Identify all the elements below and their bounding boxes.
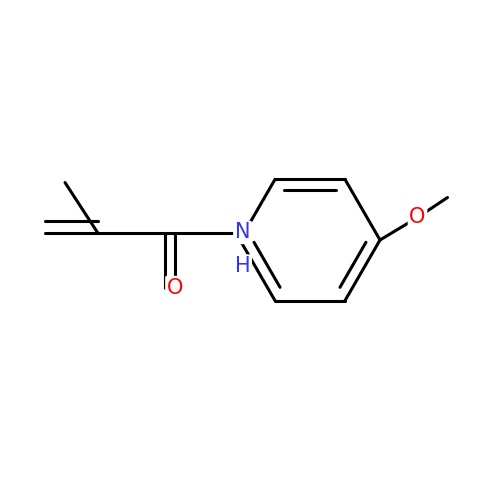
Text: O: O — [410, 208, 426, 228]
Text: O: O — [167, 278, 183, 297]
Text: N: N — [235, 222, 250, 242]
Text: H: H — [234, 256, 250, 276]
